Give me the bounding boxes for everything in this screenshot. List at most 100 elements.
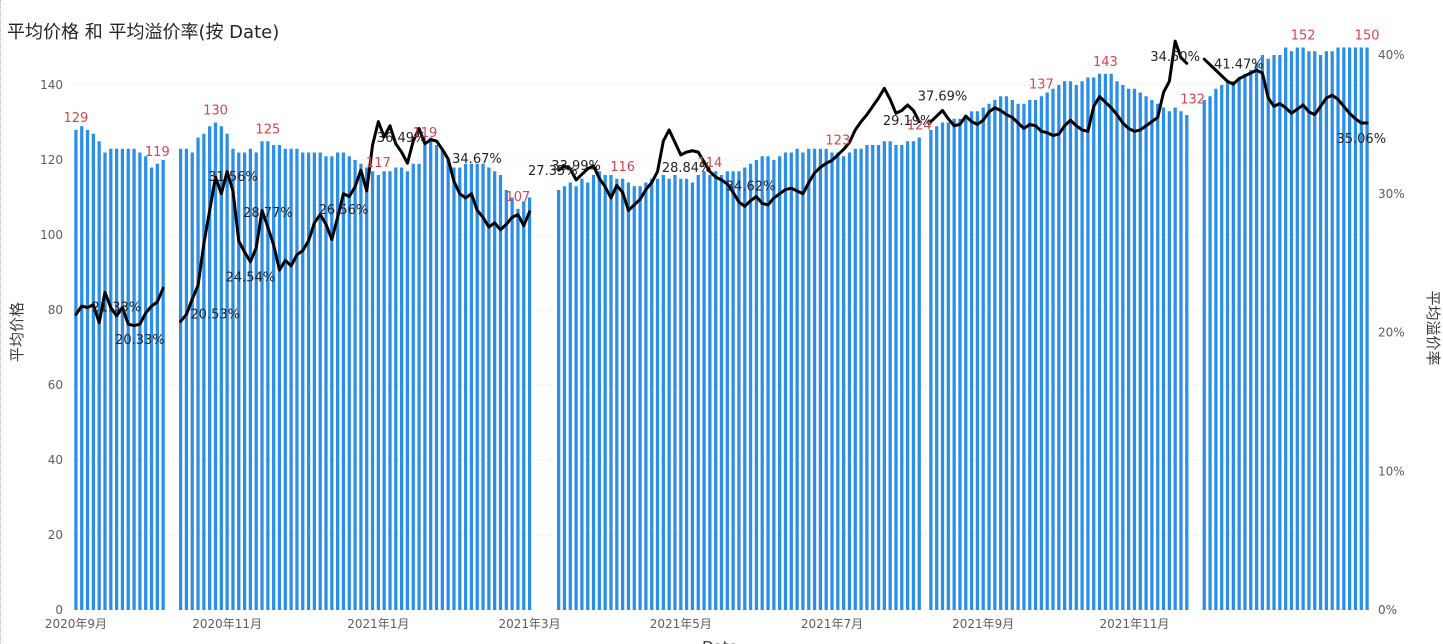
bar [574, 186, 578, 610]
bar [452, 167, 456, 610]
bar [283, 148, 287, 610]
bar [876, 145, 881, 610]
bar [399, 167, 404, 610]
bar [929, 130, 933, 610]
bar [254, 152, 258, 610]
bar-data-label: 130 [203, 104, 228, 119]
bar [516, 208, 520, 610]
bar [458, 167, 462, 610]
line-data-label: 27.35% [528, 164, 578, 179]
bar [318, 152, 322, 610]
bar-data-label: 117 [366, 156, 391, 171]
bar [667, 178, 671, 610]
bar [964, 115, 968, 610]
bar [562, 186, 567, 610]
y-left-tick-label: 100 [40, 228, 63, 242]
bar [842, 156, 846, 610]
bar [347, 156, 351, 610]
bar [888, 141, 892, 610]
bar [1272, 55, 1276, 610]
bar [952, 118, 956, 610]
bar [74, 130, 78, 610]
line-data-label: 28.77% [243, 206, 293, 221]
bar [272, 145, 276, 610]
bar [830, 152, 834, 610]
bar [1074, 85, 1078, 610]
bar [1249, 70, 1253, 610]
bar [807, 148, 811, 610]
bar-data-label: 107 [506, 190, 531, 205]
bar [690, 182, 695, 610]
bar [754, 160, 759, 610]
bar [504, 190, 508, 610]
bar [946, 122, 950, 610]
bar [679, 178, 683, 610]
y-right-tick-label: 40% [1378, 48, 1405, 62]
bar [277, 145, 282, 610]
bar [1028, 100, 1032, 610]
bar [109, 148, 113, 610]
bar [609, 175, 613, 610]
bar [557, 190, 561, 610]
bar-data-label: 143 [1093, 55, 1118, 70]
bar-data-label: 116 [610, 160, 635, 175]
bar [1150, 100, 1154, 610]
bar [1208, 96, 1212, 610]
bar [1051, 88, 1055, 610]
bar [1289, 51, 1294, 610]
bar [114, 148, 119, 610]
bar [196, 137, 200, 610]
x-tick-label: 2020年11月 [192, 617, 262, 631]
bar [859, 148, 863, 610]
bar [655, 178, 660, 610]
x-tick-label: 2020年9月 [45, 617, 107, 631]
bar [748, 163, 753, 610]
premium-rate-line [74, 39, 1369, 328]
bar [1330, 51, 1334, 610]
bar [1237, 77, 1241, 610]
line-data-label: 34.50% [1150, 50, 1200, 65]
bar [184, 148, 189, 610]
bar [295, 148, 299, 610]
bar [1301, 47, 1305, 610]
bar-data-label: 114 [697, 156, 722, 171]
bar [1086, 77, 1090, 610]
bar [1161, 107, 1166, 610]
bar [847, 152, 852, 610]
bar [493, 171, 497, 610]
bar [766, 156, 770, 610]
line-data-label: 33.99% [551, 159, 601, 174]
y-right-tick-label: 0% [1378, 603, 1397, 617]
bar [987, 103, 991, 610]
bar [103, 152, 107, 610]
bar-data-label: 125 [255, 122, 280, 137]
bar [731, 171, 735, 610]
bar [917, 137, 921, 610]
bar [871, 145, 875, 610]
bar [91, 133, 95, 610]
bar [1092, 77, 1096, 610]
bar [568, 182, 572, 610]
line-data-label: 41.47% [1214, 58, 1264, 73]
left-edge-divider [0, 0, 1, 644]
bar [434, 145, 439, 610]
line-data-label: 35.06% [1336, 132, 1386, 147]
bar [429, 137, 433, 610]
bar [237, 152, 241, 610]
bar [1220, 85, 1224, 610]
bar [1109, 73, 1113, 610]
bar [1359, 47, 1363, 610]
bar [149, 167, 154, 610]
bar [993, 100, 997, 610]
bar [958, 118, 962, 610]
bar [1132, 88, 1137, 610]
bar [1179, 111, 1183, 610]
bar [330, 156, 334, 610]
bar [824, 148, 828, 610]
bar [405, 171, 410, 610]
bar [969, 111, 974, 610]
bar [202, 133, 206, 610]
bar [1214, 88, 1218, 610]
